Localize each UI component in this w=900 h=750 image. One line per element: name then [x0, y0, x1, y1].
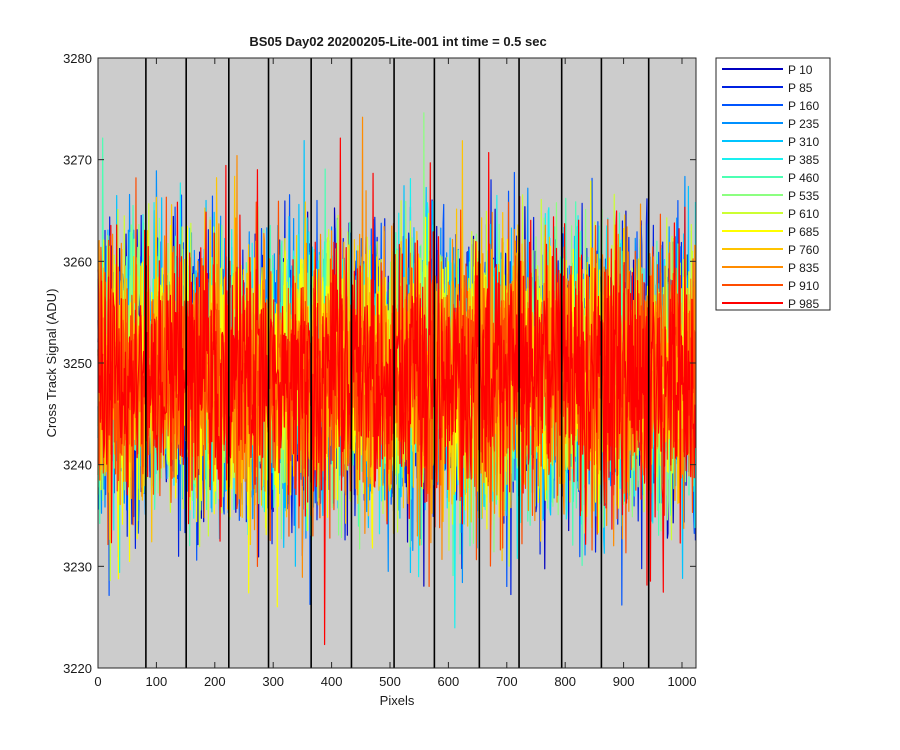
x-tick-label: 500	[379, 674, 401, 689]
x-axis: 0 100 200 300 400 500 600 700 800 900 1000	[94, 58, 696, 689]
series-line-p985	[97, 137, 697, 646]
y-tick-label: 3280	[63, 51, 92, 66]
x-tick-label: 100	[146, 674, 168, 689]
legend: P 10 P 85 P 160 P 235 P 310 P 385 P 460 P 535 P …	[715, 57, 831, 311]
legend-label: P 310	[788, 135, 819, 149]
legend-label: P 160	[788, 99, 819, 113]
legend-label: P 760	[788, 243, 819, 257]
x-tick-label: 900	[613, 674, 635, 689]
y-tick-label: 3270	[63, 153, 92, 168]
y-tick-label: 3230	[63, 559, 92, 574]
legend-label: P 610	[788, 207, 819, 221]
plot-area: 0 100 200 300 400 500 600 700 800 900 1000 3220 323…	[63, 51, 697, 689]
legend-label: P 835	[788, 261, 819, 275]
legend-label: P 385	[788, 153, 819, 167]
x-tick-label: 1000	[668, 674, 697, 689]
legend-label: P 85	[788, 81, 813, 95]
legend-label: P 235	[788, 117, 819, 131]
chart-title: BS05 Day02 20200205-Lite-001 int time = …	[249, 34, 546, 49]
legend-label: P 535	[788, 189, 819, 203]
legend-label: P 460	[788, 171, 819, 185]
x-tick-label: 600	[438, 674, 460, 689]
x-tick-label: 0	[94, 674, 101, 689]
legend-label: P 10	[788, 63, 813, 77]
y-axis-label: Cross Track Signal (ADU)	[44, 289, 59, 438]
legend-label: P 910	[788, 279, 819, 293]
series-layer	[97, 112, 697, 646]
x-tick-label: 700	[496, 674, 518, 689]
y-axis: 3220 3230 3240 3250 3260 3270 3280	[63, 51, 696, 676]
x-tick-label: 400	[321, 674, 343, 689]
legend-label: P 985	[788, 297, 819, 311]
x-axis-label: Pixels	[380, 693, 415, 708]
y-tick-label: 3220	[63, 661, 92, 676]
y-tick-label: 3260	[63, 254, 92, 269]
x-tick-label: 800	[554, 674, 576, 689]
legend-items: P 10 P 85 P 160 P 235 P 310 P 385 P 460 P 535 P …	[722, 63, 819, 311]
legend-label: P 685	[788, 225, 819, 239]
x-tick-label: 300	[262, 674, 284, 689]
vertical-reference-lines	[145, 58, 650, 668]
y-tick-label: 3240	[63, 458, 92, 473]
y-tick-label: 3250	[63, 356, 92, 371]
x-tick-label: 200	[204, 674, 226, 689]
